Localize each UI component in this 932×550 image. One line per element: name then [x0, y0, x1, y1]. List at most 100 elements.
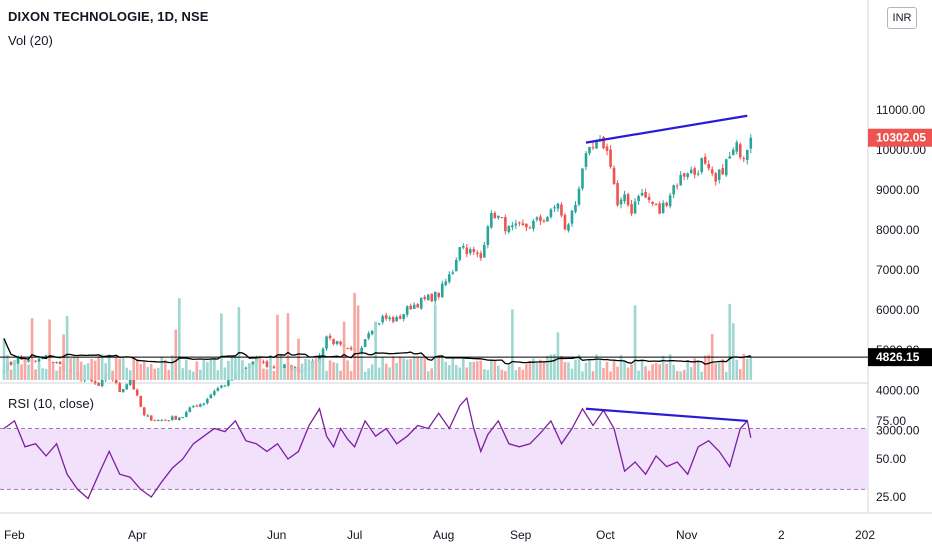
candle	[479, 253, 483, 259]
volume-bar	[146, 367, 150, 380]
volume-bar	[286, 313, 290, 380]
candle	[384, 315, 388, 319]
volume-bar	[433, 304, 437, 380]
volume-bar	[370, 364, 374, 380]
volume-bar	[199, 369, 202, 380]
volume-bar	[41, 368, 44, 380]
candle	[430, 293, 434, 302]
volume-bar	[170, 355, 174, 380]
candle	[44, 355, 48, 358]
candle	[637, 196, 640, 202]
volume-bar	[532, 358, 535, 380]
volume-bar	[588, 359, 591, 380]
volume-bar	[549, 354, 553, 380]
volume-bar	[79, 361, 83, 380]
volume-bar	[167, 369, 171, 380]
candle	[616, 183, 619, 206]
volume-bar	[405, 359, 409, 380]
volume-bar	[125, 367, 129, 380]
volume-bar	[206, 362, 209, 380]
volume-bar	[602, 368, 605, 380]
volume-bar	[76, 357, 79, 380]
volume-bar	[185, 359, 188, 380]
currency-button[interactable]: INR	[887, 7, 917, 29]
volume-bar	[100, 354, 104, 380]
volume-bar	[83, 364, 86, 380]
volume-bar	[6, 354, 9, 380]
volume-bar	[9, 369, 13, 380]
rsi-band	[0, 428, 868, 490]
volume-bar	[658, 364, 661, 380]
candle	[682, 173, 686, 177]
volume-bar	[360, 355, 363, 380]
volume-bar	[412, 356, 416, 380]
volume-bar	[209, 358, 213, 380]
candle	[283, 364, 286, 368]
volume-bar	[227, 360, 230, 380]
volume-bar	[72, 356, 76, 380]
candle	[658, 203, 661, 214]
volume-bar	[640, 360, 644, 380]
volume-bar	[192, 371, 195, 380]
candle	[321, 348, 325, 356]
candle	[37, 358, 41, 362]
volume-bar	[339, 370, 342, 380]
candle	[391, 317, 395, 322]
volume-bar	[321, 357, 325, 380]
candle	[185, 412, 188, 418]
volume-bar	[234, 355, 237, 380]
volume-bar	[661, 355, 665, 380]
candle	[262, 361, 265, 363]
candle	[318, 355, 321, 363]
volume-bar	[518, 367, 521, 380]
candle	[574, 204, 577, 212]
volume-bar	[283, 368, 286, 380]
volume-bar	[258, 355, 262, 380]
candle	[437, 292, 441, 297]
volume-bar	[714, 363, 718, 380]
volume-bar	[318, 359, 321, 380]
candle	[9, 361, 13, 365]
candle	[16, 357, 20, 364]
price-trendline	[585, 114, 748, 144]
candle	[665, 202, 668, 206]
volume-bar	[609, 371, 612, 380]
candle	[703, 156, 707, 164]
candle	[135, 389, 139, 396]
candle	[619, 199, 623, 205]
volume-bar	[409, 359, 412, 380]
volume-bar	[584, 362, 588, 380]
volume-bar	[637, 370, 640, 380]
volume-bar	[135, 359, 139, 380]
candle	[416, 304, 420, 308]
volume-bar	[37, 362, 41, 380]
candle	[125, 384, 129, 390]
volume-bar	[693, 358, 696, 380]
candle	[514, 223, 518, 226]
volume-bar	[346, 360, 349, 380]
time-axis-label: Feb	[4, 528, 25, 542]
volume-bar	[213, 358, 216, 380]
candle	[749, 137, 753, 149]
volume-bar	[616, 366, 619, 380]
candle	[595, 140, 598, 149]
volume-bar	[128, 370, 132, 380]
volume-bar	[696, 360, 700, 380]
candle	[388, 317, 391, 320]
candle	[335, 341, 339, 345]
candle	[251, 361, 255, 366]
candle	[167, 420, 171, 422]
volume-bar	[454, 365, 458, 380]
candle	[672, 185, 675, 195]
candle	[476, 252, 479, 254]
volume-bar	[703, 355, 707, 380]
volume-bar	[265, 369, 269, 380]
volume-bar	[202, 359, 206, 380]
candle	[181, 417, 185, 419]
volume-bar	[325, 370, 328, 380]
candle	[339, 341, 342, 345]
candle	[490, 213, 493, 228]
candle	[654, 203, 658, 205]
candle	[602, 136, 605, 149]
